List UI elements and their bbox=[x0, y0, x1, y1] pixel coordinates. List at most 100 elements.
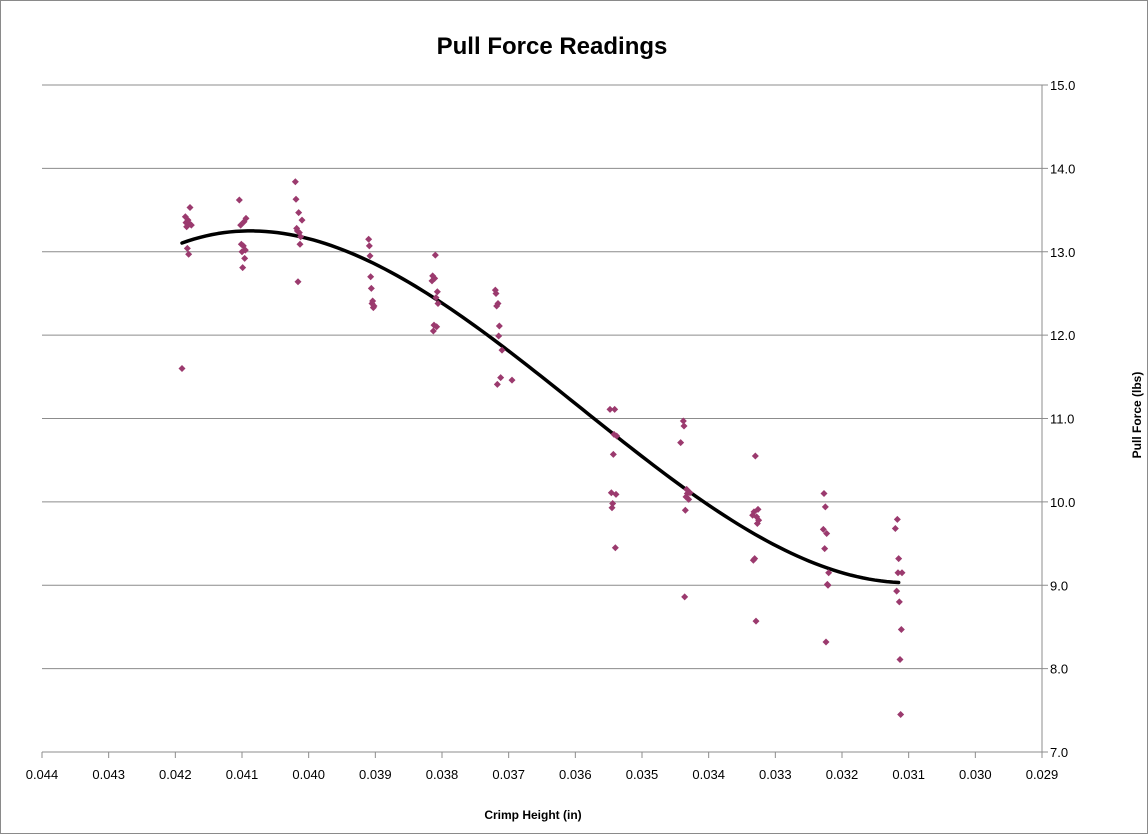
data-point bbox=[820, 490, 828, 498]
x-tick-label: 0.030 bbox=[959, 767, 992, 782]
x-tick-label: 0.038 bbox=[426, 767, 459, 782]
trendline bbox=[180, 229, 901, 585]
data-point bbox=[752, 617, 760, 625]
data-point bbox=[609, 450, 617, 458]
data-point bbox=[187, 221, 195, 229]
x-tick-label: 0.041 bbox=[226, 767, 259, 782]
data-point bbox=[369, 297, 377, 305]
data-point bbox=[431, 274, 439, 282]
data-point bbox=[896, 655, 904, 663]
data-point bbox=[612, 490, 620, 498]
axes bbox=[41, 84, 1048, 758]
data-point bbox=[294, 278, 302, 286]
data-point bbox=[898, 569, 906, 577]
data-point bbox=[755, 516, 763, 524]
data-point bbox=[178, 364, 186, 372]
data-point bbox=[241, 246, 249, 254]
data-point bbox=[824, 581, 832, 589]
data-point bbox=[681, 593, 689, 601]
data-point bbox=[754, 505, 762, 513]
data-points bbox=[178, 178, 906, 718]
data-point bbox=[825, 569, 833, 577]
data-point bbox=[686, 489, 694, 497]
y-tick-label: 10.0 bbox=[1050, 495, 1075, 510]
x-tick-label: 0.040 bbox=[292, 767, 325, 782]
y-tick-label: 14.0 bbox=[1050, 161, 1075, 176]
x-tick-label: 0.039 bbox=[359, 767, 392, 782]
data-point bbox=[751, 555, 759, 563]
data-point bbox=[429, 327, 437, 335]
x-axis-title: Crimp Height (in) bbox=[484, 808, 581, 822]
data-point bbox=[680, 422, 688, 430]
data-point bbox=[895, 555, 903, 563]
data-point bbox=[185, 250, 193, 258]
data-point bbox=[611, 544, 619, 552]
data-point bbox=[895, 598, 903, 606]
y-tick-label: 12.0 bbox=[1050, 328, 1075, 343]
data-point bbox=[433, 288, 441, 296]
data-point bbox=[606, 405, 614, 413]
data-point bbox=[497, 374, 505, 382]
y-tick-label: 7.0 bbox=[1050, 745, 1068, 760]
data-point bbox=[186, 204, 194, 212]
data-point bbox=[897, 710, 905, 718]
data-point bbox=[183, 244, 191, 252]
data-point bbox=[291, 178, 299, 186]
y-tick-label: 8.0 bbox=[1050, 662, 1068, 677]
data-point bbox=[292, 195, 300, 203]
data-point bbox=[367, 284, 375, 292]
y-tick-label: 13.0 bbox=[1050, 245, 1075, 260]
x-tick-label: 0.035 bbox=[626, 767, 659, 782]
data-point bbox=[821, 545, 829, 553]
data-point bbox=[685, 495, 693, 503]
data-point bbox=[433, 323, 441, 331]
x-tick-label: 0.042 bbox=[159, 767, 192, 782]
x-tick-label: 0.032 bbox=[826, 767, 859, 782]
data-point bbox=[367, 273, 375, 281]
data-point bbox=[493, 380, 501, 388]
data-point bbox=[297, 233, 305, 241]
x-tick-label: 0.036 bbox=[559, 767, 592, 782]
data-point bbox=[241, 254, 249, 262]
data-point bbox=[239, 264, 247, 272]
data-point bbox=[679, 417, 687, 425]
data-point bbox=[366, 252, 374, 260]
y-axis-title: Pull Force (lbs) bbox=[1130, 372, 1144, 459]
data-point bbox=[819, 525, 827, 533]
data-point bbox=[235, 196, 243, 204]
data-point bbox=[609, 500, 617, 508]
data-point bbox=[894, 569, 902, 577]
data-point bbox=[365, 242, 373, 250]
x-tick-label: 0.043 bbox=[92, 767, 125, 782]
data-point bbox=[295, 209, 303, 217]
x-tick-label: 0.037 bbox=[492, 767, 525, 782]
data-point bbox=[751, 452, 759, 460]
y-tick-label: 9.0 bbox=[1050, 578, 1068, 593]
data-point bbox=[365, 235, 373, 243]
data-point bbox=[891, 525, 899, 533]
data-point bbox=[242, 214, 250, 222]
y-tick-label: 11.0 bbox=[1050, 412, 1074, 427]
x-tick-label: 0.044 bbox=[26, 767, 59, 782]
data-point bbox=[498, 346, 506, 354]
data-point bbox=[492, 289, 500, 297]
tick-labels: 7.0 8.0 9.0 10.0 11.0 12.0 13.0 14.0 15.0 0.044 0.… bbox=[26, 78, 1076, 782]
data-point bbox=[508, 376, 516, 384]
data-point bbox=[893, 587, 901, 595]
gridlines bbox=[42, 84, 1042, 670]
data-point bbox=[370, 302, 378, 310]
data-point bbox=[432, 294, 440, 302]
data-point bbox=[893, 515, 901, 523]
data-point bbox=[298, 216, 306, 224]
data-point bbox=[608, 504, 616, 512]
x-tick-label: 0.031 bbox=[892, 767, 925, 782]
data-point bbox=[823, 530, 831, 538]
data-point bbox=[495, 332, 503, 340]
chart-title: Pull Force Readings bbox=[437, 33, 668, 60]
x-tick-label: 0.034 bbox=[692, 767, 725, 782]
data-point bbox=[681, 506, 689, 514]
x-tick-label: 0.033 bbox=[759, 767, 792, 782]
data-point bbox=[611, 405, 619, 413]
